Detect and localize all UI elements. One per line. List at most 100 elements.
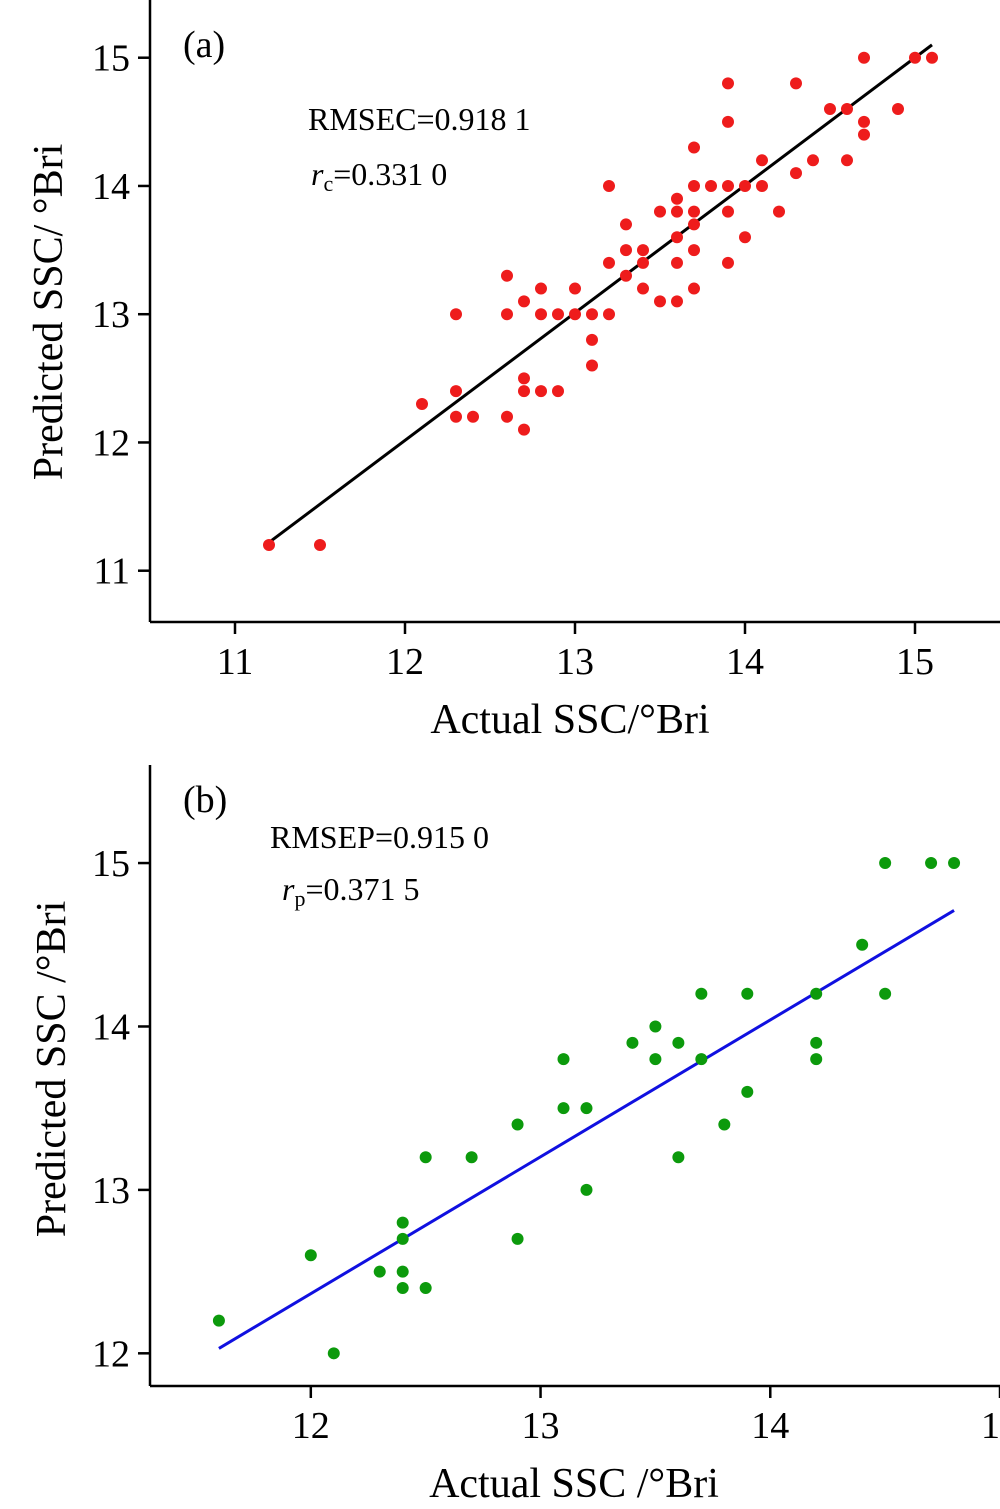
data-point (810, 1036, 823, 1049)
data-point (586, 333, 598, 346)
data-point (722, 205, 734, 218)
data-point (824, 103, 836, 116)
data-point (603, 308, 615, 321)
y-tick-label: 12 (92, 422, 130, 464)
data-point (672, 1151, 685, 1164)
panel-label: (b) (183, 779, 227, 821)
data-point (739, 231, 751, 244)
data-point (688, 205, 700, 218)
y-tick-label: 12 (92, 1333, 130, 1375)
data-point (396, 1281, 409, 1294)
data-point (672, 1036, 685, 1049)
data-point (695, 1053, 708, 1066)
r-value: =0.331 0 (333, 156, 447, 192)
y-tick-label: 11 (93, 551, 130, 593)
data-point (626, 1036, 639, 1049)
data-point (620, 244, 632, 257)
x-tick-label: 14 (726, 641, 764, 683)
x-tick-label: 13 (522, 1405, 560, 1447)
y-axis-title: Predicted SSC /°Bri (29, 901, 75, 1237)
data-point (518, 385, 530, 398)
data-point (263, 539, 275, 552)
data-point (327, 1347, 340, 1360)
y-axis-title: Predicted SSC/ °Bri (26, 144, 72, 480)
data-point (637, 244, 649, 257)
data-point (518, 372, 530, 385)
data-point (879, 987, 892, 1000)
data-point (722, 77, 734, 90)
data-point (722, 179, 734, 192)
correlation-annotation: rc=0.331 0 (311, 156, 447, 196)
rmse-annotation: RMSEC=0.918 1 (308, 101, 531, 137)
data-point (416, 397, 428, 410)
x-axis-title: Actual SSC /°Bri (429, 1461, 719, 1507)
data-point (419, 1151, 432, 1164)
data-point (858, 51, 870, 64)
r-symbol: r (311, 156, 324, 192)
data-point (518, 295, 530, 308)
data-point (569, 308, 581, 321)
panel-label: (a) (183, 24, 225, 66)
data-point (810, 987, 823, 1000)
data-point (858, 128, 870, 141)
data-point (858, 115, 870, 128)
data-point (722, 115, 734, 128)
data-point (671, 231, 683, 244)
x-tick-label: 15 (981, 1405, 1000, 1447)
data-point (580, 1183, 593, 1196)
data-point (741, 1085, 754, 1098)
data-point (841, 103, 853, 116)
r-symbol: r (282, 871, 295, 907)
r-value: =0.371 5 (305, 871, 419, 907)
data-point (841, 154, 853, 167)
data-point (603, 256, 615, 269)
data-point (314, 539, 326, 552)
data-point (948, 857, 961, 870)
data-point (807, 154, 819, 167)
y-tick-label: 14 (92, 1006, 130, 1048)
data-point (419, 1281, 432, 1294)
data-point (671, 256, 683, 269)
data-point (535, 385, 547, 398)
y-tick-label: 13 (92, 1170, 130, 1212)
data-point (535, 308, 547, 321)
data-point (773, 205, 785, 218)
data-point (586, 308, 598, 321)
data-point (535, 282, 547, 295)
y-tick-label: 13 (92, 294, 130, 336)
data-point (739, 179, 751, 192)
data-point (637, 256, 649, 269)
y-tick-label: 14 (92, 166, 130, 208)
data-point (501, 269, 513, 282)
r-subscript: c (323, 171, 333, 196)
data-point (511, 1232, 524, 1245)
data-point (501, 308, 513, 321)
data-point (396, 1216, 409, 1229)
data-point (856, 938, 869, 951)
data-point (688, 282, 700, 295)
data-point (552, 308, 564, 321)
data-point (450, 410, 462, 423)
data-point (695, 987, 708, 1000)
data-point (557, 1053, 570, 1066)
x-tick-label: 14 (751, 1405, 789, 1447)
data-point (511, 1118, 524, 1131)
data-point (926, 51, 938, 64)
data-point (304, 1249, 317, 1262)
data-point (925, 857, 938, 870)
data-point (892, 103, 904, 116)
data-point (688, 179, 700, 192)
data-point (718, 1118, 731, 1131)
data-point (373, 1265, 386, 1278)
data-point (501, 410, 513, 423)
data-point (790, 77, 802, 90)
scatter-panel-a: 11 12 13 14 15 11 12 13 14 15 Actual SSC/°Bri Predi… (26, 0, 1000, 743)
data-point (450, 308, 462, 321)
r-subscript: p (294, 886, 305, 911)
x-tick-label: 11 (217, 641, 254, 683)
data-point (688, 244, 700, 257)
data-point (212, 1314, 225, 1327)
data-point (450, 385, 462, 398)
data-point (396, 1265, 409, 1278)
correlation-annotation: rp=0.371 5 (282, 871, 420, 911)
